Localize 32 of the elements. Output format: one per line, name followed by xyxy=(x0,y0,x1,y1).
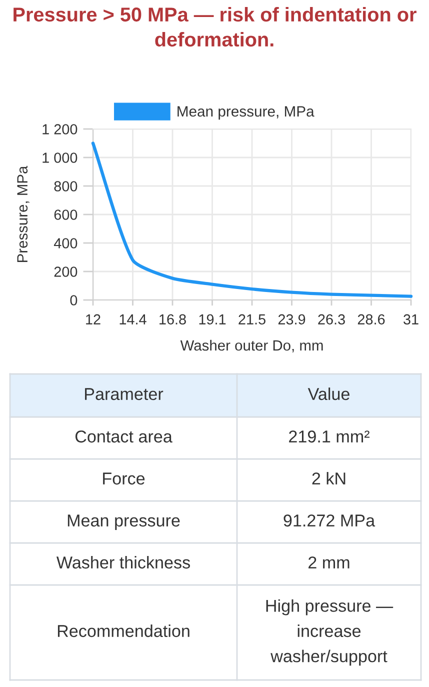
y-tick-label: 400 xyxy=(54,238,78,248)
x-tick-label: 16.8 xyxy=(160,314,186,324)
text: 219.1 mm² xyxy=(289,430,370,443)
x-axis-title: Washer outer Do, mm xyxy=(180,340,323,352)
x-tick-label: 26.3 xyxy=(318,314,345,324)
text: Force xyxy=(103,472,145,485)
text: 91.272 MPa xyxy=(284,514,376,527)
y-tick-label: 1 000 xyxy=(42,152,78,163)
chart-title: Pressure > 50 MPa — risk of indentation or deformation. xyxy=(14,7,416,47)
text: 2 kN xyxy=(312,472,346,484)
x-tick-label: 31 xyxy=(404,314,418,324)
text: High pressure — increase washer/support xyxy=(266,599,394,666)
text: Contact area xyxy=(75,430,172,443)
text: Value xyxy=(308,388,350,400)
x-tick-label: 12 xyxy=(86,314,100,324)
x-tick-label: 14.4 xyxy=(120,314,146,324)
y-tick-label: 200 xyxy=(54,266,78,277)
y-tick-label: 1 200 xyxy=(42,124,78,134)
x-tick-label: 21.5 xyxy=(238,314,266,324)
text: Recommendation xyxy=(58,624,190,638)
y-tick-label: 0 xyxy=(70,295,78,306)
x-tick-label: 28.6 xyxy=(358,314,385,324)
y-axis-title: Pressure, MPa xyxy=(17,166,30,262)
x-tick-label: 23.9 xyxy=(278,314,306,324)
y-tick-label: 800 xyxy=(54,181,78,192)
text: Washer thickness xyxy=(56,556,190,569)
text: 2 mm xyxy=(308,556,350,568)
x-tick-label: 19.1 xyxy=(199,314,226,324)
text: Parameter xyxy=(85,388,164,400)
legend-label: Mean pressure, MPa xyxy=(178,106,314,120)
text: Mean pressure xyxy=(68,514,180,530)
y-tick-label: 600 xyxy=(54,210,78,220)
